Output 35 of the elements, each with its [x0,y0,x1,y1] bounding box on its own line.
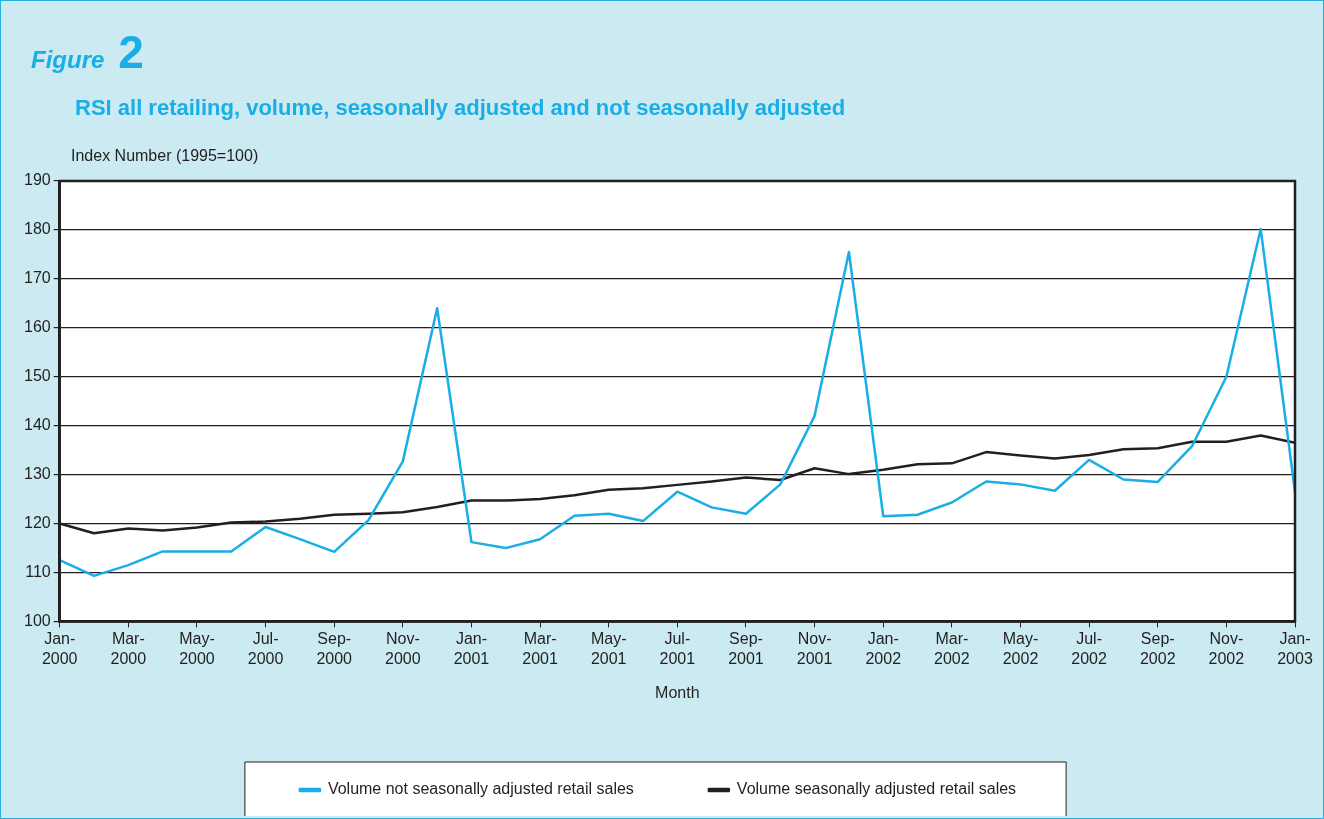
y-tick-label: 120 [23,513,51,531]
x-tick-label: Jul-2000 [247,630,284,667]
y-tick-label: 190 [23,171,51,189]
x-tick-label: Jan-2001 [453,630,490,667]
x-tick-label: Mar-2001 [522,630,558,667]
y-tick-label: 130 [23,465,51,483]
x-axis-title: Month [655,683,700,701]
x-tick-label: Jan-2000 [41,630,78,667]
x-tick-label: Mar-2002 [934,630,970,667]
x-tick-label: Nov-2001 [796,630,833,667]
y-tick-label: 160 [23,318,51,336]
x-tick-label: Jul-2002 [1071,630,1108,667]
legend-label: Volume seasonally adjusted retail sales [736,780,1017,798]
y-tick-label: 150 [23,367,51,385]
x-tick-label: Jan-2003 [1277,630,1313,667]
y-tick-label: 140 [23,416,51,434]
x-tick-label: Mar-2000 [110,630,147,667]
chart-subtitle: RSI all retailing, volume, seasonally adjusted and not seasonally adjusted [75,95,846,121]
y-axis-title: Index Number (1995=100) [71,147,259,165]
x-tick-label: Jul-2001 [659,630,696,667]
legend-label: Volume not seasonally adjusted retail sales [327,780,634,798]
y-tick-label: 110 [25,562,51,580]
y-tick-label: 100 [23,611,51,629]
y-tick-label: 170 [23,269,51,287]
x-tick-label: Sep-2000 [316,630,353,667]
x-tick-label: Sep-2002 [1139,630,1176,667]
x-tick-label: Jan-2002 [865,630,902,667]
x-tick-label: May-2000 [179,630,215,667]
x-tick-label: May-2002 [1002,630,1039,667]
y-tick-label: 180 [23,220,51,238]
chart-title: Figure 2 [31,26,144,78]
x-tick-label: Nov-2002 [1208,630,1245,667]
x-tick-label: Nov-2000 [385,630,421,667]
x-tick-label: May-2001 [590,630,627,667]
x-tick-label: Sep-2001 [728,630,764,667]
